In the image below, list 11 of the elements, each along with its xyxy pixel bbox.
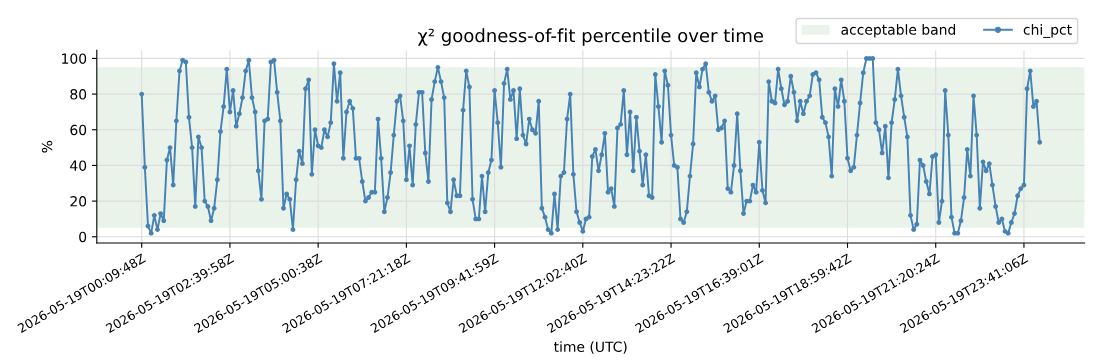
- y-tick-label: 80: [70, 89, 87, 100]
- y-tick-label: 40: [70, 160, 87, 171]
- chart-title: χ² goodness-of-fit percentile over time: [417, 28, 764, 46]
- legend-label: acceptable band: [841, 24, 956, 38]
- y-tick-label: 0: [79, 231, 87, 243]
- y-tick-label: 20: [70, 196, 87, 207]
- y-tick-label: 60: [70, 124, 87, 136]
- legend-label: chi_pct: [1023, 24, 1072, 38]
- x-axis-title: time (UTC): [553, 341, 627, 354]
- y-axis-title: %: [41, 140, 53, 153]
- y-tick-label: 100: [62, 53, 87, 64]
